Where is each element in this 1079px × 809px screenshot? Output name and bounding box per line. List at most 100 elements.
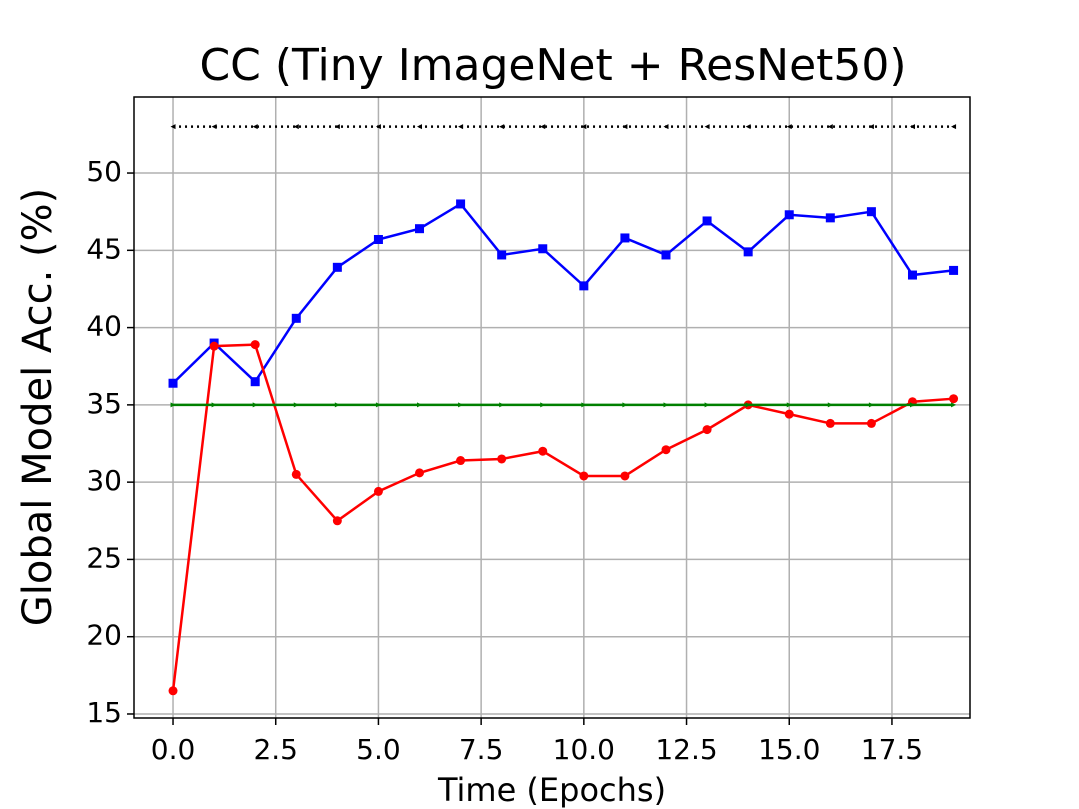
marker bbox=[949, 394, 959, 404]
x-tick-label: 15.0 bbox=[758, 733, 820, 766]
x-axis-label: Time (Epochs) bbox=[437, 771, 666, 809]
marker bbox=[868, 124, 874, 130]
marker bbox=[373, 486, 383, 496]
marker bbox=[250, 340, 260, 350]
marker bbox=[784, 210, 794, 220]
series-line bbox=[172, 202, 954, 385]
marker bbox=[293, 124, 299, 130]
x-tick-label: 5.0 bbox=[356, 733, 401, 766]
marker bbox=[170, 402, 176, 408]
marker bbox=[417, 124, 423, 130]
marker bbox=[458, 402, 464, 408]
marker bbox=[375, 402, 381, 408]
marker bbox=[663, 124, 669, 130]
chart-title: CC (Tiny ImageNet + ResNet50) bbox=[199, 40, 906, 91]
series-line bbox=[171, 343, 954, 691]
marker bbox=[704, 124, 710, 130]
marker bbox=[252, 124, 258, 130]
marker bbox=[827, 402, 833, 408]
x-tick-label: 7.5 bbox=[459, 733, 504, 766]
marker bbox=[661, 445, 671, 455]
marker bbox=[375, 124, 381, 130]
marker bbox=[540, 402, 546, 408]
marker bbox=[415, 224, 425, 234]
x-tick-label: 17.5 bbox=[861, 733, 923, 766]
marker bbox=[825, 418, 835, 428]
marker bbox=[949, 265, 959, 275]
marker bbox=[909, 402, 915, 408]
marker bbox=[743, 247, 753, 257]
marker bbox=[620, 233, 630, 243]
marker bbox=[417, 402, 423, 408]
x-tick-label: 2.5 bbox=[253, 733, 298, 766]
y-tick-label: 20 bbox=[86, 619, 122, 652]
marker bbox=[291, 469, 301, 479]
x-tick-label: 10.0 bbox=[553, 733, 615, 766]
marker bbox=[373, 234, 383, 244]
y-tick-label: 40 bbox=[86, 310, 122, 343]
marker bbox=[538, 446, 548, 456]
marker bbox=[168, 378, 178, 388]
marker bbox=[456, 456, 466, 466]
marker bbox=[581, 124, 587, 130]
marker bbox=[661, 250, 671, 260]
marker bbox=[622, 124, 628, 130]
marker bbox=[951, 402, 957, 408]
plot-frame bbox=[133, 96, 971, 719]
marker bbox=[868, 402, 874, 408]
marker bbox=[456, 199, 466, 209]
marker bbox=[620, 471, 630, 481]
marker bbox=[293, 402, 299, 408]
marker bbox=[538, 244, 548, 254]
marker bbox=[702, 425, 712, 435]
marker bbox=[581, 402, 587, 408]
x-tick-label: 0.0 bbox=[151, 733, 196, 766]
y-tick-label: 50 bbox=[86, 155, 122, 188]
marker bbox=[745, 124, 751, 130]
marker bbox=[168, 686, 178, 696]
marker bbox=[784, 409, 794, 419]
marker bbox=[540, 124, 546, 130]
marker bbox=[827, 124, 833, 130]
marker bbox=[745, 402, 751, 408]
marker bbox=[209, 341, 219, 351]
marker bbox=[497, 454, 507, 464]
y-tick-label: 35 bbox=[86, 387, 122, 420]
marker bbox=[786, 124, 792, 130]
marker bbox=[291, 313, 301, 323]
marker bbox=[211, 124, 217, 130]
marker bbox=[334, 402, 340, 408]
marker bbox=[825, 213, 835, 223]
marker bbox=[499, 124, 505, 130]
y-tick-label: 30 bbox=[86, 464, 122, 497]
marker bbox=[458, 124, 464, 130]
y-axis-label: Global Model Acc. (%) bbox=[15, 188, 61, 626]
marker bbox=[702, 216, 712, 226]
marker bbox=[704, 402, 710, 408]
y-tick-label: 25 bbox=[86, 541, 122, 574]
marker bbox=[622, 402, 628, 408]
marker bbox=[907, 270, 917, 280]
marker bbox=[170, 124, 176, 130]
y-tick-label: 45 bbox=[86, 232, 122, 265]
marker bbox=[332, 516, 342, 526]
marker bbox=[909, 124, 915, 130]
marker bbox=[663, 402, 669, 408]
marker bbox=[211, 402, 217, 408]
marker bbox=[252, 402, 258, 408]
marker bbox=[579, 281, 589, 291]
marker bbox=[866, 207, 876, 217]
marker bbox=[497, 250, 507, 260]
y-tick-label: 15 bbox=[86, 696, 122, 729]
marker bbox=[332, 262, 342, 272]
marker bbox=[334, 124, 340, 130]
marker bbox=[499, 402, 505, 408]
marker bbox=[786, 402, 792, 408]
marker bbox=[951, 124, 957, 130]
marker bbox=[866, 418, 876, 428]
marker bbox=[579, 471, 589, 481]
x-tick-label: 12.5 bbox=[655, 733, 717, 766]
marker bbox=[415, 468, 425, 478]
